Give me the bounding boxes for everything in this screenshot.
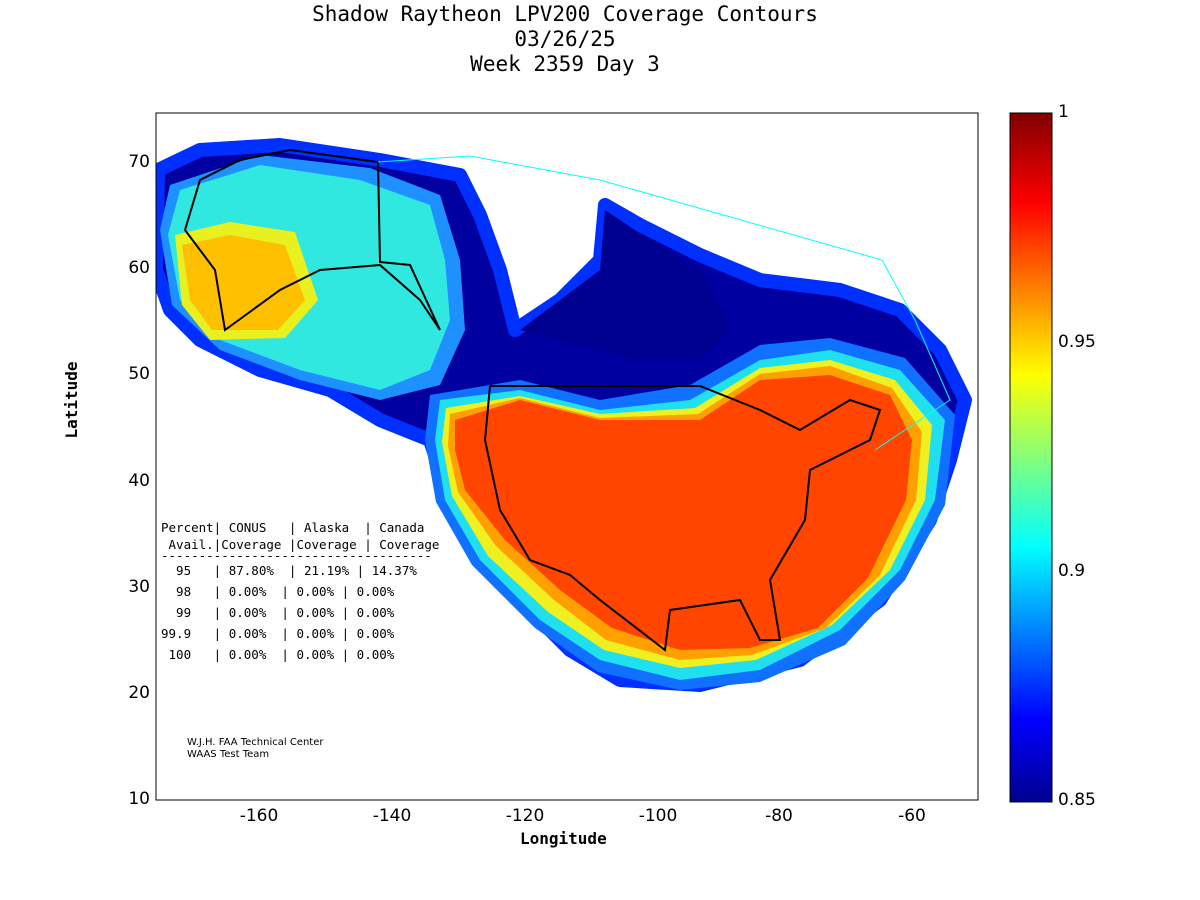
table-header: Percent| CONUS | Alaska | Canada <box>161 520 425 535</box>
chart-date: 03/26/25 <box>514 27 616 51</box>
x-tick: -120 <box>505 806 545 826</box>
table-separator: ------------------------------------ <box>161 548 432 563</box>
coverage-table: Percent| CONUS | Alaska | Canada Avail.|… <box>161 517 439 665</box>
x-tick: -60 <box>898 806 926 826</box>
x-tick: -140 <box>372 806 412 826</box>
coverage-conus-red-orange <box>455 375 912 650</box>
y-tick: 50 <box>128 364 150 384</box>
chart-title: Shadow Raytheon LPV200 Coverage Contours <box>312 2 818 26</box>
y-tick: 20 <box>128 683 150 703</box>
table-row: 98 | 0.00% | 0.00% | 0.00% <box>161 584 395 599</box>
colorbar-tick: 1 <box>1058 102 1069 122</box>
table-row: 100 | 0.00% | 0.00% | 0.00% <box>161 647 395 662</box>
y-tick: 30 <box>128 577 150 597</box>
x-tick: -80 <box>765 806 793 826</box>
colorbar-tick: 0.85 <box>1058 790 1096 810</box>
coverage-alaska-orange <box>182 235 305 330</box>
x-tick: -160 <box>239 806 279 826</box>
plot-frame <box>155 112 979 801</box>
y-tick: 10 <box>128 789 150 809</box>
y-tick: 40 <box>128 471 150 491</box>
x-tick: -100 <box>638 806 678 826</box>
colorbar-tick: 0.9 <box>1058 561 1086 581</box>
chart-week: Week 2359 Day 3 <box>470 52 660 76</box>
x-axis-label: Longitude <box>520 829 607 848</box>
table-row: 95 | 87.80% | 21.19% | 14.37% <box>161 563 417 578</box>
y-tick: 60 <box>128 258 150 278</box>
y-tick: 70 <box>128 152 150 172</box>
conus-outline <box>483 385 882 652</box>
credit-line: WAAS Test Team <box>187 749 270 760</box>
table-header: Avail.|Coverage |Coverage | Coverage <box>161 537 440 552</box>
table-row: 99 | 0.00% | 0.00% | 0.00% <box>161 605 395 620</box>
credit-line: W.J.H. FAA Technical Center <box>187 737 324 748</box>
colorbar-tick: 0.95 <box>1058 332 1096 352</box>
coverage-hudson-navy <box>520 210 730 360</box>
alaska-outline <box>183 148 441 332</box>
table-row: 99.9 | 0.00% | 0.00% | 0.00% <box>161 626 395 641</box>
colorbar <box>1009 112 1053 803</box>
canada-coverage-boundary <box>377 155 951 451</box>
credits: W.J.H. FAA Technical Center WAAS Test Te… <box>187 737 323 761</box>
y-axis-label: Latitude <box>62 361 81 439</box>
